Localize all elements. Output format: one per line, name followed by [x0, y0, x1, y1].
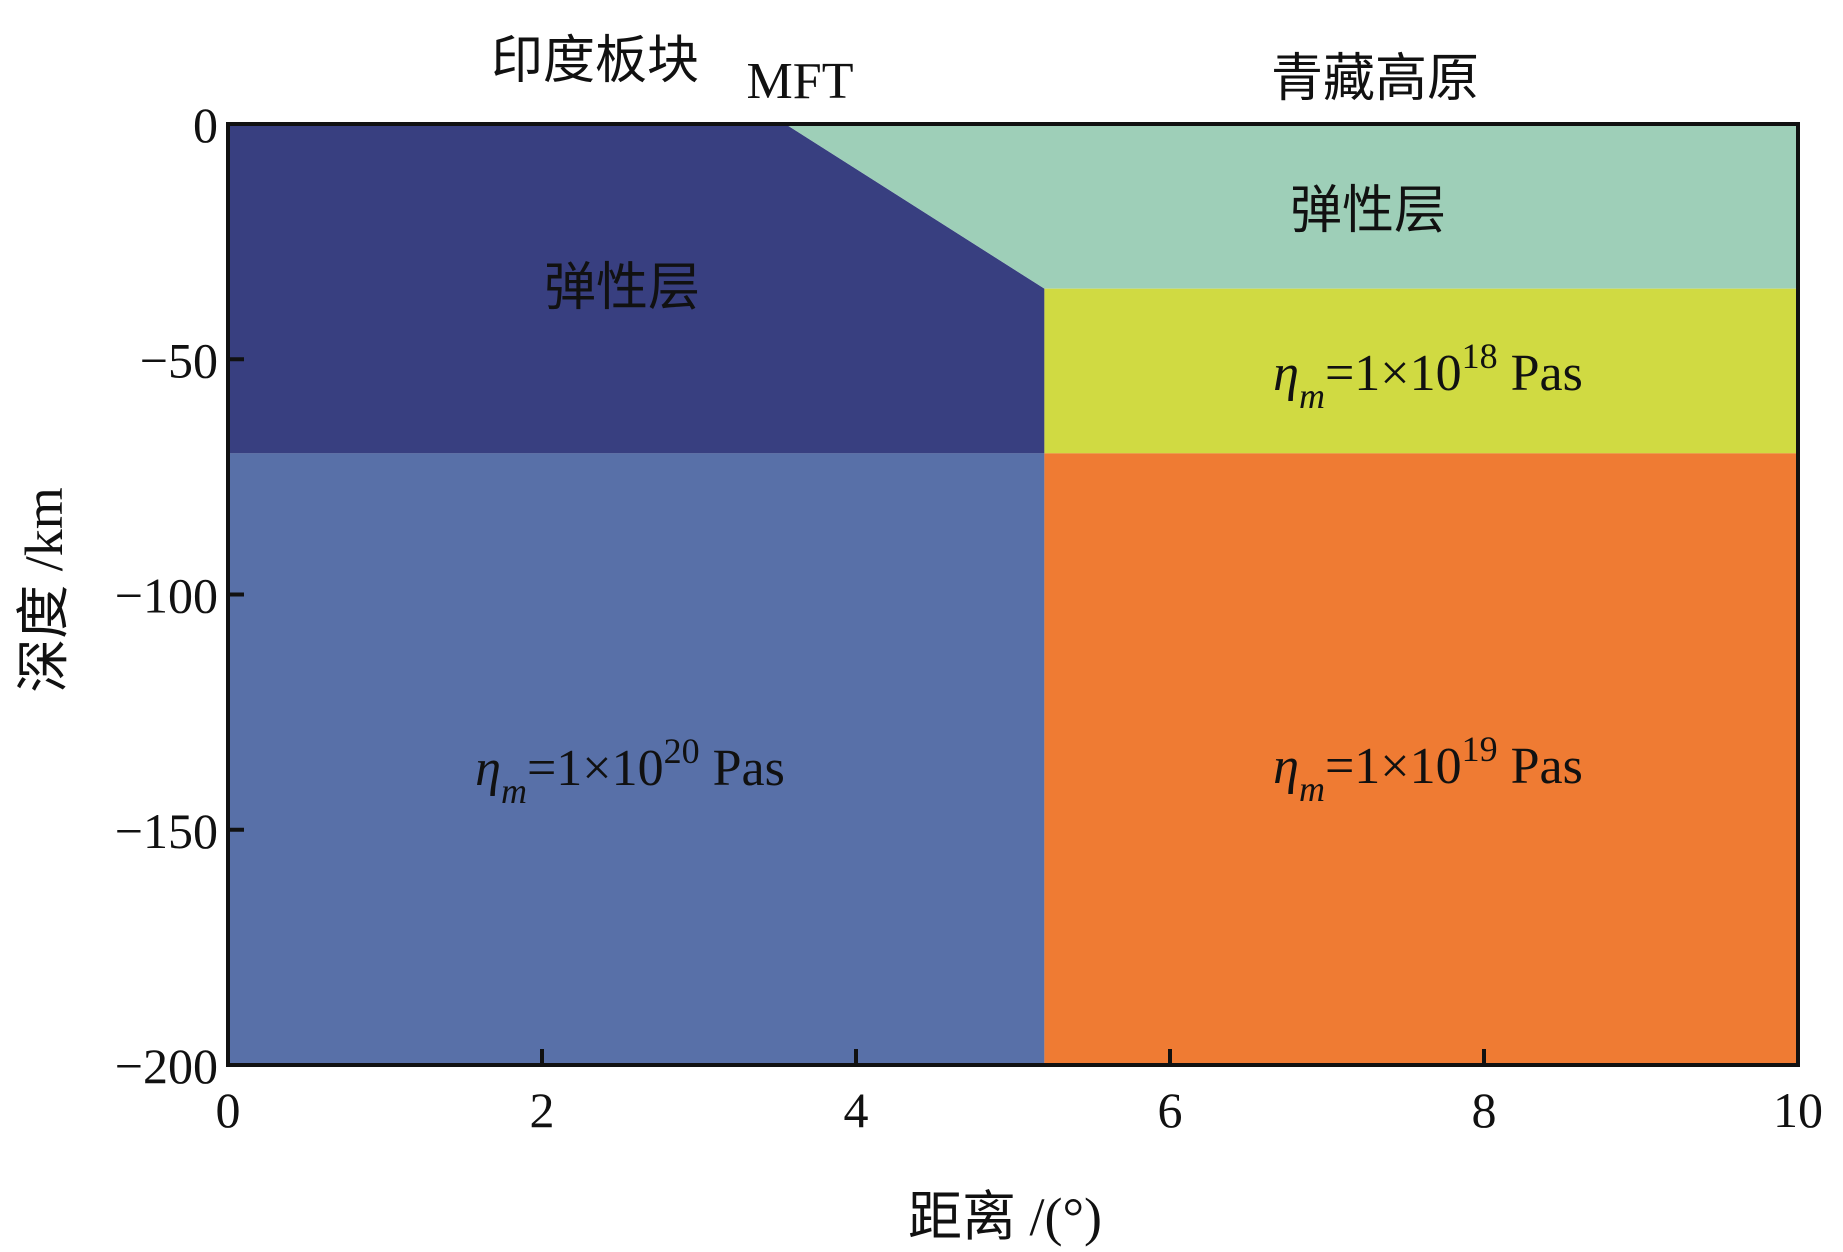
viscosity-mantissa: =1×10: [1325, 345, 1462, 402]
viscosity-unit: Pas: [1498, 345, 1583, 402]
eta-symbol: η: [1273, 738, 1299, 795]
mft-label: MFT: [747, 53, 854, 110]
tibet-lower-crust-viscosity-label: ηm=1×1018 Pas: [1273, 336, 1583, 416]
tibet-elastic-label: 弹性层: [1290, 183, 1446, 240]
x-tick-label: 0: [216, 1082, 241, 1138]
x-tick-label: 10: [1773, 1082, 1823, 1138]
x-tick-label: 8: [1472, 1082, 1497, 1138]
viscosity-exponent: 20: [664, 731, 700, 771]
eta-subscript: m: [1299, 376, 1325, 416]
tibet-elastic-layer: [785, 124, 1798, 289]
x-tick-label: 4: [844, 1082, 869, 1138]
viscosity-mantissa: =1×10: [527, 740, 664, 797]
y-axis-title: 深度 /km: [14, 487, 74, 693]
viscosity-unit: Pas: [700, 740, 785, 797]
y-tick-label: −100: [115, 568, 218, 624]
eta-subscript: m: [501, 771, 527, 811]
x-axis-title: 距离 /(°): [908, 1187, 1102, 1247]
y-tick-label: −50: [140, 332, 218, 388]
india-mantle-region: [228, 453, 1045, 1066]
tibet-mantle-viscosity-label: ηm=1×1019 Pas: [1273, 729, 1583, 809]
indian-plate-label: 印度板块: [491, 33, 699, 90]
india-mantle-viscosity-label: ηm=1×1020 Pas: [475, 731, 785, 811]
eta-subscript: m: [1299, 769, 1325, 809]
tibet-mantle-region: [1044, 453, 1798, 1066]
tick-labels: 0 2 4 6 8 10 0 −50 −100 −150 −200: [115, 97, 1823, 1138]
tibet-plateau-label: 青藏高原: [1271, 51, 1479, 108]
viscosity-unit: Pas: [1498, 738, 1583, 795]
india-elastic-label: 弹性层: [544, 260, 700, 317]
y-tick-label: −200: [115, 1038, 218, 1094]
india-elastic-layer: [228, 124, 1045, 454]
x-tick-label: 6: [1158, 1082, 1183, 1138]
y-tick-label: −150: [115, 803, 218, 859]
viscosity-mantissa: =1×10: [1325, 738, 1462, 795]
eta-symbol: η: [475, 740, 501, 797]
x-tick-label: 2: [530, 1082, 555, 1138]
eta-symbol: η: [1273, 345, 1299, 402]
viscosity-exponent: 18: [1462, 336, 1498, 376]
tibet-lower-crust-region: [1044, 288, 1798, 454]
viscosity-exponent: 19: [1462, 729, 1498, 769]
y-tick-label: 0: [193, 97, 218, 153]
tick-marks: [226, 122, 1800, 1067]
